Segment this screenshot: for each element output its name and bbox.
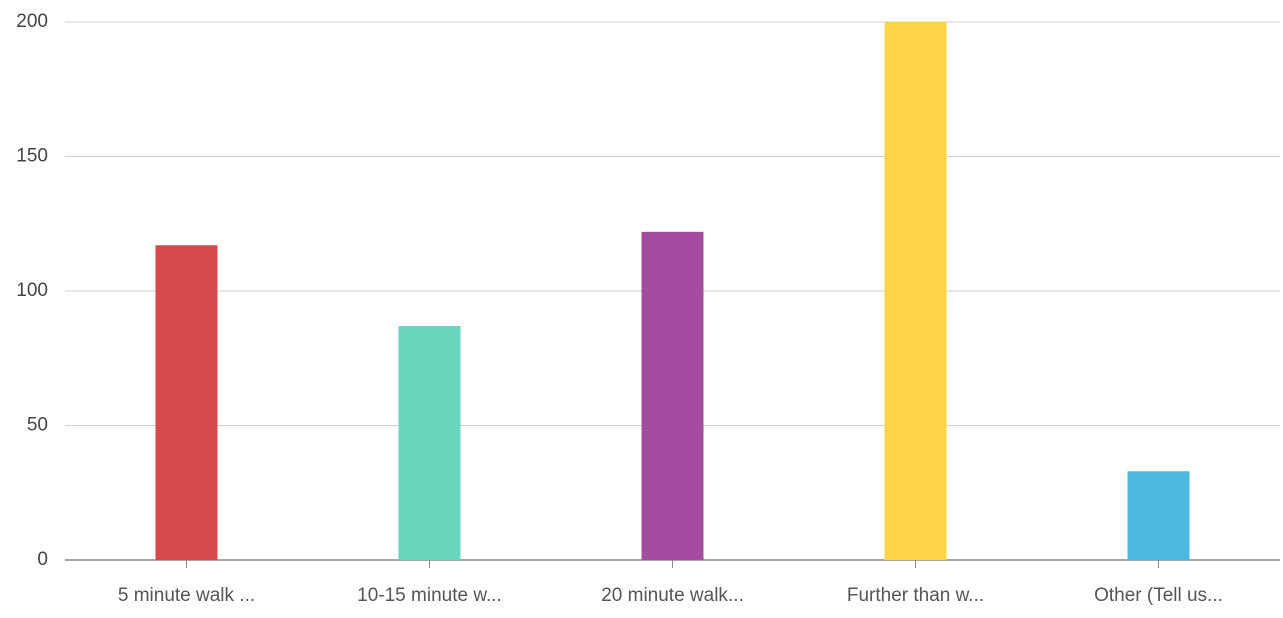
bar	[641, 231, 704, 560]
x-tick-label: 20 minute walk...	[601, 585, 744, 606]
bar	[884, 22, 947, 560]
y-tick-label: 0	[37, 549, 48, 570]
bar	[155, 245, 218, 560]
bar	[1127, 471, 1190, 560]
x-tick-label: 10-15 minute w...	[357, 585, 502, 606]
x-tick-label: Further than w...	[847, 585, 984, 606]
y-tick-label: 200	[16, 11, 48, 32]
x-tick-label: 5 minute walk ...	[118, 585, 255, 606]
x-tick-label: Other (Tell us...	[1094, 585, 1223, 606]
y-tick-label: 100	[16, 280, 48, 301]
y-tick-label: 50	[27, 415, 48, 436]
y-tick-label: 150	[16, 146, 48, 167]
bar	[398, 325, 461, 560]
